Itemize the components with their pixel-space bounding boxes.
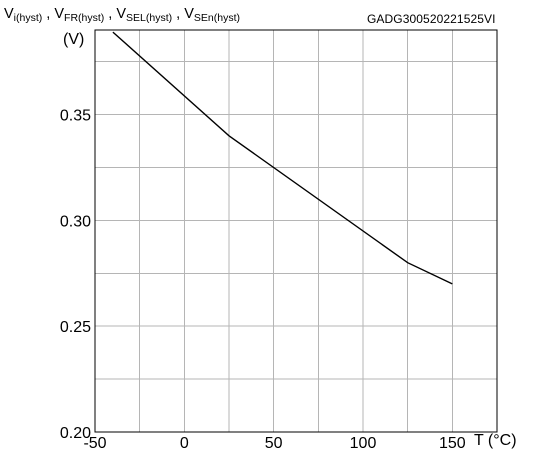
tick-labels: -50 0 50 100 150 0.20 0.25 0.30 0.35 [60,108,466,452]
x-tick-label: 0 [180,435,189,452]
series-line-0 [112,31,453,285]
y-axis-title-separator: , [172,6,185,22]
figure-code: GADG300520221525VI [367,12,496,26]
y-tick-label: 0.35 [60,108,91,125]
y-axis-title: Vi(hyst) , VFR(hyst) , VSEL(hyst) , VSEn… [4,6,240,24]
y-axis-title-subscript: FR(hyst) [64,12,105,24]
y-tick-label: 0.20 [60,425,91,442]
grid-layer [95,30,497,432]
x-tick-label: -50 [83,435,106,452]
y-axis-title-subscript: SEn(hyst) [193,12,241,24]
y-axis-title-symbol: V [116,6,127,22]
x-tick-label: 150 [439,435,466,452]
y-tick-label: 0.25 [60,319,91,336]
plot-frame [94,29,498,433]
y-axis-title-subscript: SEL(hyst) [126,12,173,24]
y-axis-title-symbol: V [4,6,14,22]
y-tick-label: 0.30 [60,213,91,230]
x-axis-title: T (°C) [474,432,517,449]
series-layer [112,31,453,285]
x-tick-label: 50 [265,435,283,452]
y-axis-title-separator: , [42,6,55,22]
y-axis-title-subscript: i(hyst) [13,12,43,24]
y-axis-title-separator: , [104,6,117,22]
x-tick-label: 100 [350,435,377,452]
y-axis-title-symbol: V [54,6,65,22]
y-axis-title-symbol: V [184,6,194,22]
y-axis-unit: (V) [63,31,85,48]
